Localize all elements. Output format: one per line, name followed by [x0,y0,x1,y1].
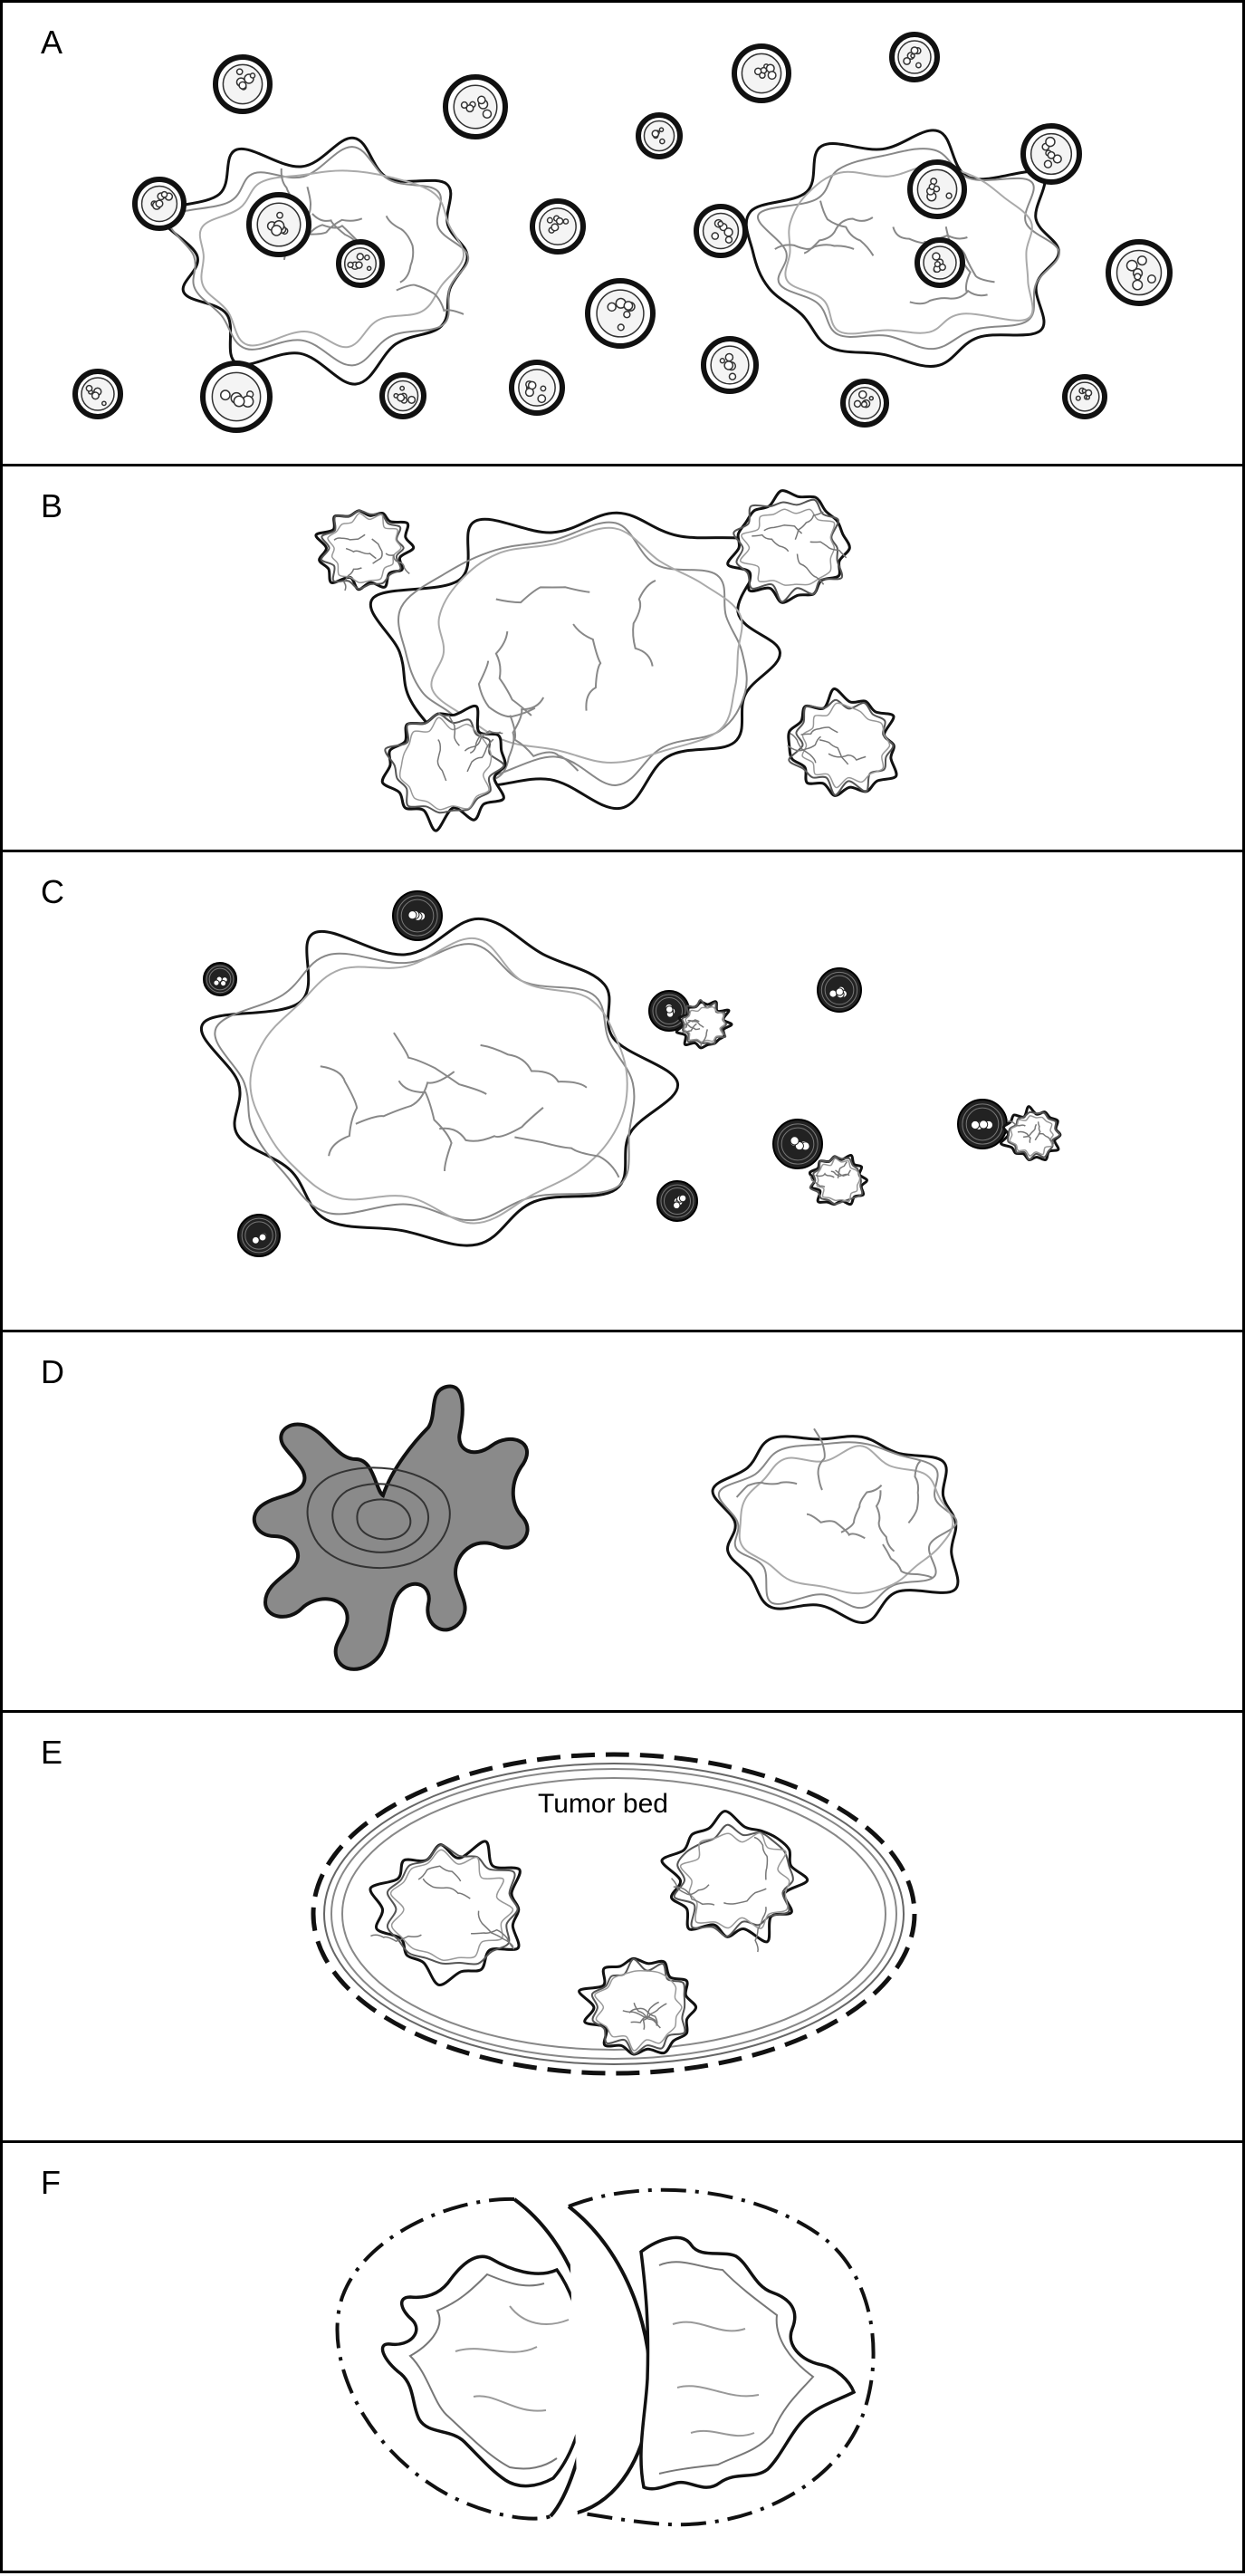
lymphocyte [694,204,748,258]
panel-d: D [3,1332,1242,1713]
lymphocyte [907,159,967,219]
lymphocyte [1106,239,1173,306]
panel-e-drawing: Tumor bed [311,1752,917,2076]
small-cell [369,1840,522,1986]
tumor-cell [744,129,1060,368]
small-cell [787,687,898,797]
panel-label-f: F [41,2164,61,2201]
lymphocyte [72,369,123,419]
small-cell [726,489,851,604]
lymphocyte [701,336,759,394]
panel-b: B [3,466,1242,852]
panel-f: F [3,2143,1242,2576]
lymphocyte [656,1180,698,1222]
panel-c: C [3,852,1242,1332]
lymphocyte [443,74,508,139]
small-cell [808,1153,868,1206]
fragment-left [335,2196,595,2521]
lymphocyte [772,1119,823,1169]
panel-c-drawing [199,890,1062,1257]
small-cell [314,509,416,591]
panel-a: A [3,3,1242,466]
lymphocyte [585,278,656,349]
panel-f-drawing [335,2187,876,2527]
small-cell [660,1810,809,1953]
tumor-cell [199,917,679,1247]
dead-tumor-cell [252,1384,530,1671]
lymphocyte [336,239,385,288]
panel-label-a: A [41,24,63,61]
lymphocyte [530,198,586,255]
lymphocyte [1062,374,1107,419]
small-cell [380,704,507,832]
panel-e: E Tumor bed [3,1713,1242,2143]
lymphocyte [817,967,862,1013]
lymphocyte [889,32,940,82]
tumor-bed-outline [311,1752,917,2076]
lymphocyte [957,1099,1008,1149]
fragment-right [567,2187,876,2527]
panel-d-drawing [252,1384,960,1671]
lymphocyte [392,890,443,941]
lymphocyte [636,112,683,159]
lymphocyte [132,177,187,231]
panel-b-drawing [314,489,898,832]
panel-label-d: D [41,1353,64,1390]
panel-a-drawing [72,32,1173,433]
lymphocyte [732,43,791,103]
tumor-cell [158,136,470,386]
panel-label-c: C [41,873,64,910]
small-cell [578,1956,698,2056]
panel-label-b: B [41,487,63,524]
lymphocyte [915,237,965,288]
lymphocyte [1020,123,1082,185]
lymphocyte [213,54,273,114]
lymphocyte [203,962,237,996]
lymphocyte [840,379,889,428]
lymphocyte [237,1214,281,1257]
tumor-bed-label: Tumor bed [538,1789,668,1819]
lymphocyte [200,360,273,433]
panel-label-e: E [41,1734,63,1771]
tumor-cell [711,1427,960,1624]
small-cell [1000,1105,1062,1162]
lymphocyte [379,372,426,419]
small-cell [675,999,733,1050]
lymphocyte [509,360,565,416]
lymphocyte [246,192,311,257]
